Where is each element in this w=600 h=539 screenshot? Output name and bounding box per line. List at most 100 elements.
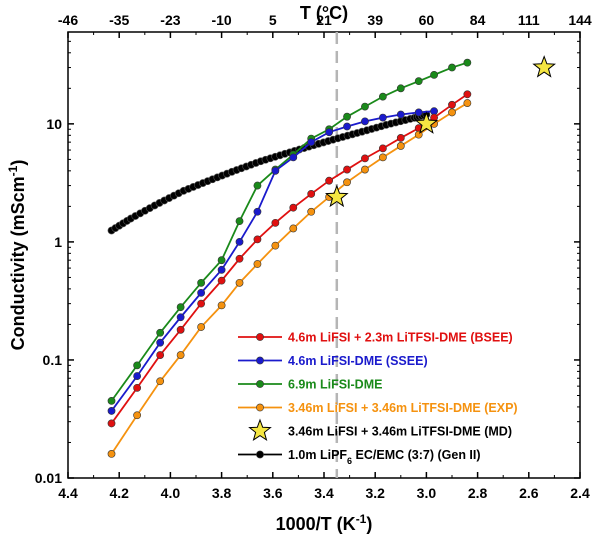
top-tick-label: -35 bbox=[109, 12, 129, 28]
top-tick-label: -46 bbox=[58, 12, 78, 28]
series-data-point bbox=[448, 100, 456, 109]
top-tick-label: 84 bbox=[470, 12, 486, 28]
legend-marker-icon bbox=[256, 450, 264, 459]
series-data-point bbox=[133, 411, 142, 420]
series-data-point bbox=[253, 207, 262, 216]
series-data-point bbox=[396, 84, 405, 93]
y-tick-label: 0.01 bbox=[35, 470, 62, 486]
legend-label: 4.6m LiFSI + 2.3m LiTFSI-DME (BSEE) bbox=[288, 331, 513, 345]
y-tick-label: 0.1 bbox=[43, 352, 63, 368]
series-data-point bbox=[430, 70, 438, 79]
legend-marker-icon bbox=[256, 356, 264, 365]
top-tick-label: 60 bbox=[419, 12, 435, 28]
x-tick-label: 2.8 bbox=[468, 485, 488, 501]
y-axis-title-end: ) bbox=[8, 160, 28, 166]
series-data-point bbox=[156, 351, 165, 359]
legend-label: 4.6m LiFSI-DME (SSEE) bbox=[288, 354, 428, 368]
series-data-point bbox=[133, 383, 142, 392]
series-data-point bbox=[253, 181, 262, 190]
series-data-point bbox=[463, 99, 472, 107]
md-star-marker bbox=[414, 111, 439, 134]
series-data-point bbox=[107, 419, 116, 428]
y-axis-title: Conductivity (mScm-1) bbox=[6, 160, 28, 351]
series-data-point bbox=[343, 112, 351, 121]
series-data-point bbox=[235, 217, 244, 226]
series-data-point bbox=[463, 90, 472, 99]
legend-marker-icon bbox=[256, 333, 264, 341]
series-data-point bbox=[343, 165, 351, 174]
series-data-point bbox=[361, 117, 369, 126]
x-tick-label: 3.6 bbox=[263, 485, 283, 501]
legend-label-rest: EC/EMC (3:7) (Gen II) bbox=[352, 448, 480, 462]
series-data-point bbox=[197, 323, 206, 331]
series-data-point bbox=[396, 142, 405, 150]
series-data-point bbox=[253, 260, 262, 268]
series-data-point bbox=[271, 241, 280, 250]
x-axis-title-main: 1000/T (K bbox=[276, 514, 356, 534]
x-tick-label: 3.8 bbox=[212, 485, 232, 501]
series-data-point bbox=[343, 122, 351, 131]
series-data-point bbox=[197, 299, 206, 308]
series-data-point bbox=[156, 377, 165, 386]
series-data-point bbox=[217, 301, 226, 310]
series-data-point bbox=[176, 325, 185, 334]
top-axis-title: T (°C) bbox=[300, 3, 348, 23]
top-tick-label: 21 bbox=[316, 12, 332, 28]
series-data-point bbox=[217, 256, 226, 265]
series-data-point bbox=[156, 338, 165, 347]
legend-marker-icon bbox=[256, 403, 264, 412]
series-data-point bbox=[235, 278, 244, 287]
x-axis-title: 1000/T (K-1) bbox=[276, 512, 373, 534]
series-data-point bbox=[289, 203, 298, 212]
series-data-point bbox=[235, 254, 244, 263]
x-tick-label: 4.2 bbox=[109, 485, 129, 501]
legend-label: 3.46m LiFSI + 3.46m LiTFSI-DME (MD) bbox=[288, 425, 512, 439]
legend-label: 3.46m LiFSI + 3.46m LiTFSI-DME (EXP) bbox=[288, 401, 518, 415]
top-tick-label: -10 bbox=[211, 12, 231, 28]
series-data-point bbox=[378, 144, 387, 153]
legend-marker-icon bbox=[256, 380, 264, 388]
top-tick-label: 111 bbox=[518, 12, 540, 28]
top-tick-label: 5 bbox=[269, 12, 277, 28]
series-data-point bbox=[107, 407, 116, 415]
top-tick-label: 144 bbox=[568, 12, 592, 28]
x-tick-label: 4.0 bbox=[161, 485, 181, 501]
legend-label-sub: 6 bbox=[347, 456, 352, 466]
series-data-point bbox=[414, 77, 423, 86]
x-tick-label: 2.6 bbox=[519, 485, 539, 501]
legend-star-icon bbox=[248, 418, 272, 442]
top-tick-label: 39 bbox=[367, 12, 383, 28]
series-data-point bbox=[176, 351, 185, 359]
series-data-point bbox=[271, 218, 280, 227]
series-data-point bbox=[307, 190, 316, 198]
series-data-point bbox=[378, 113, 387, 122]
series-data-point bbox=[197, 278, 206, 287]
md-star-marker bbox=[532, 55, 556, 78]
legend-label: 6.9m LiFSI-DME bbox=[288, 378, 382, 392]
x-axis-title-sup: -1 bbox=[356, 512, 367, 526]
series-data-point bbox=[107, 396, 116, 405]
series-data-point bbox=[133, 361, 142, 370]
series-data-point bbox=[325, 128, 334, 137]
series-data-point bbox=[448, 63, 456, 72]
y-tick-label: 1 bbox=[54, 234, 62, 250]
series-data-point bbox=[235, 238, 244, 246]
series-layer bbox=[107, 55, 556, 458]
series-data-point bbox=[271, 166, 280, 175]
axes-layer: 4.4 4.2 4.0 3.8 3.6 3.4 3.2 3.0 2.8 2.6 2.4 -46 -35 -… bbox=[35, 12, 592, 501]
series-data-point bbox=[217, 265, 226, 274]
series-data-point bbox=[414, 108, 423, 117]
x-tick-label: 4.4 bbox=[58, 485, 78, 501]
series-data-point bbox=[361, 102, 369, 111]
series-data-point bbox=[197, 288, 206, 297]
x-axis-title-end: ) bbox=[366, 514, 372, 534]
top-tick-label: -23 bbox=[160, 12, 180, 28]
series-data-point bbox=[289, 153, 298, 162]
legend-label: 1.0m LiPF6 EC/EMC (3:7) (Gen II) bbox=[288, 448, 481, 466]
series-data-point bbox=[307, 207, 316, 216]
series-data-point bbox=[396, 110, 405, 119]
series-data-point bbox=[107, 450, 116, 458]
series-data-point bbox=[156, 328, 165, 337]
series-data-point bbox=[217, 276, 226, 285]
